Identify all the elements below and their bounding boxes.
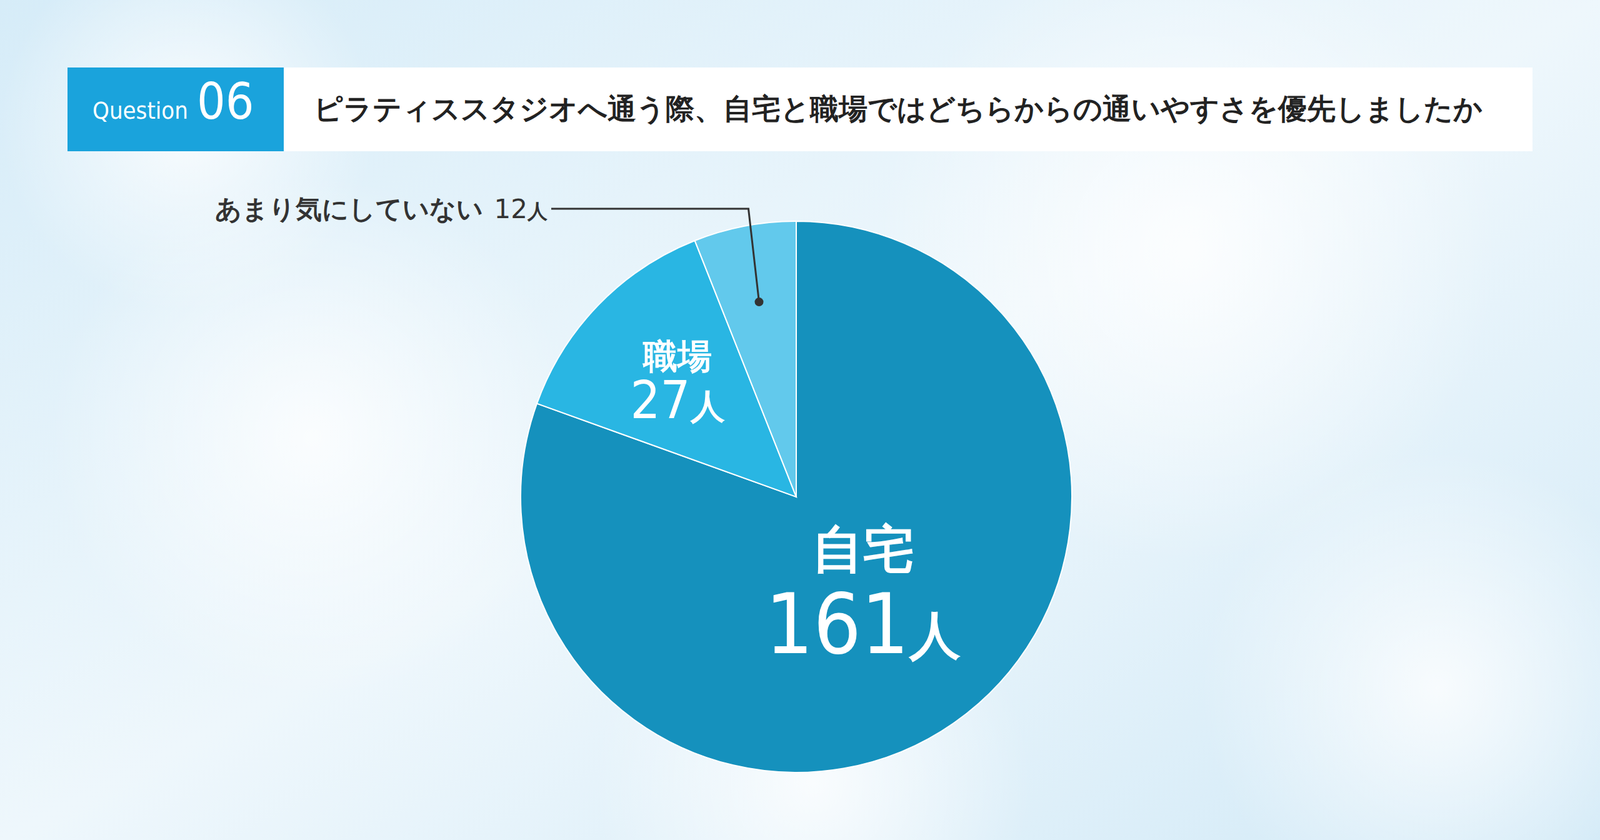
labels: 自宅161人職場27人あまり気にしていない12人 bbox=[215, 193, 961, 674]
slice-value-label: 27人 bbox=[630, 369, 725, 431]
callout-unit: 人 bbox=[526, 199, 549, 224]
callout-line bbox=[551, 208, 760, 302]
slice-unit: 人 bbox=[690, 386, 725, 427]
callout-label: あまり気にしていない 12人 bbox=[215, 193, 549, 225]
slice-value-label: 161人 bbox=[765, 575, 960, 674]
callout-dot bbox=[755, 297, 764, 307]
slices bbox=[520, 221, 1072, 773]
background-blob bbox=[0, 0, 375, 313]
background-blob bbox=[1200, 450, 1600, 840]
callout-value: 12 bbox=[494, 193, 528, 225]
question-number: 06 bbox=[196, 72, 255, 131]
question-label: Question06 bbox=[92, 72, 254, 131]
header-box bbox=[67, 67, 1533, 152]
callout-category: あまり気にしていない bbox=[215, 193, 484, 225]
slice-unit: 人 bbox=[908, 605, 961, 665]
pie-slice bbox=[520, 221, 1072, 773]
title: ピラティススタジオへ通う際、自宅と職場ではどちらからの通いやすさを優先しましたか bbox=[313, 91, 1483, 126]
question-word: Question bbox=[92, 96, 189, 125]
slice-category: 自宅 bbox=[811, 519, 915, 579]
slice-value: 161 bbox=[765, 575, 909, 674]
question-box bbox=[67, 67, 284, 152]
chart: Question06 ピラティススタジオへ通う際、自宅と職場ではどちらからの通いや… bbox=[0, 0, 1600, 840]
slice-value: 27 bbox=[630, 369, 690, 431]
